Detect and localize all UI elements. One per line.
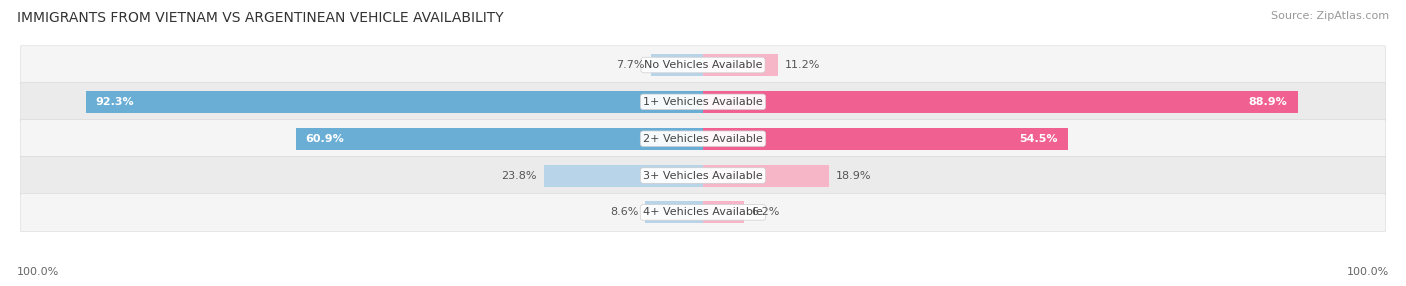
Text: 1+ Vehicles Available: 1+ Vehicles Available — [643, 97, 763, 107]
Text: No Vehicles Available: No Vehicles Available — [644, 60, 762, 70]
FancyBboxPatch shape — [21, 83, 1385, 121]
Text: 2+ Vehicles Available: 2+ Vehicles Available — [643, 134, 763, 144]
Bar — [703, 164, 830, 186]
Text: 3+ Vehicles Available: 3+ Vehicles Available — [643, 170, 763, 180]
Text: 23.8%: 23.8% — [502, 170, 537, 180]
Text: 54.5%: 54.5% — [1019, 134, 1057, 144]
Text: 7.7%: 7.7% — [616, 60, 645, 70]
Bar — [703, 54, 778, 76]
Text: 88.9%: 88.9% — [1249, 97, 1288, 107]
Bar — [645, 201, 703, 223]
Text: 8.6%: 8.6% — [610, 207, 638, 217]
Bar — [295, 128, 703, 150]
Bar — [86, 91, 703, 113]
FancyBboxPatch shape — [21, 193, 1385, 232]
Bar — [703, 201, 744, 223]
FancyBboxPatch shape — [21, 120, 1385, 158]
Text: 100.0%: 100.0% — [17, 267, 59, 277]
Text: 92.3%: 92.3% — [96, 97, 135, 107]
Text: Source: ZipAtlas.com: Source: ZipAtlas.com — [1271, 11, 1389, 21]
FancyBboxPatch shape — [21, 46, 1385, 84]
Bar — [703, 91, 1298, 113]
Text: 60.9%: 60.9% — [305, 134, 344, 144]
Bar — [651, 54, 703, 76]
Text: 11.2%: 11.2% — [785, 60, 820, 70]
Text: 6.2%: 6.2% — [751, 207, 779, 217]
Text: 18.9%: 18.9% — [837, 170, 872, 180]
FancyBboxPatch shape — [21, 156, 1385, 195]
Bar — [703, 128, 1067, 150]
Text: IMMIGRANTS FROM VIETNAM VS ARGENTINEAN VEHICLE AVAILABILITY: IMMIGRANTS FROM VIETNAM VS ARGENTINEAN V… — [17, 11, 503, 25]
Text: 4+ Vehicles Available: 4+ Vehicles Available — [643, 207, 763, 217]
Text: 100.0%: 100.0% — [1347, 267, 1389, 277]
Bar — [544, 164, 703, 186]
